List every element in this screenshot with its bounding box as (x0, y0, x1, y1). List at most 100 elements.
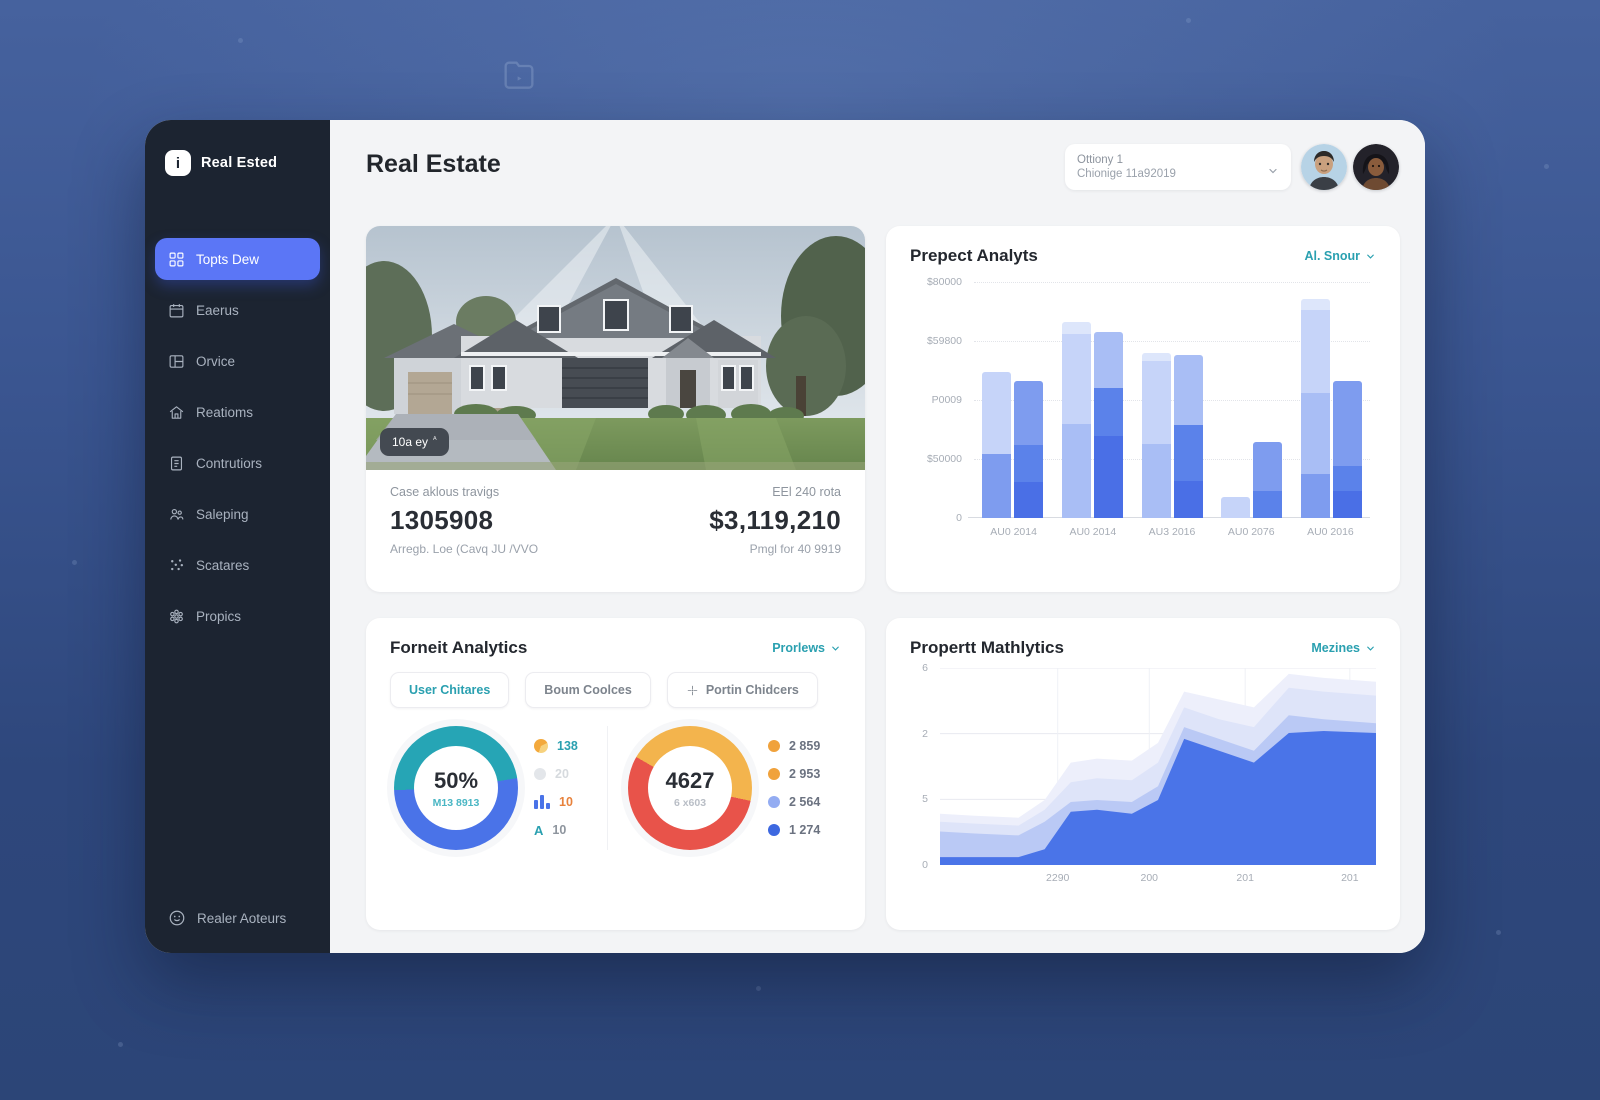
sidebar-item-saleping[interactable]: Saleping (155, 493, 320, 535)
bar-groups (974, 282, 1370, 518)
y-tick-label: $50000 (926, 453, 962, 465)
bg-dot (1186, 18, 1191, 23)
scatter-icon (171, 558, 184, 570)
legend-item: 1 274 (768, 823, 820, 837)
document-icon (170, 456, 183, 470)
sidebar-item-label: Scatares (196, 557, 250, 573)
chevron-down-icon (1367, 254, 1374, 259)
sidebar: i Real Ested Topts Dew Eaerus Orvice Reatio… (145, 120, 330, 953)
sidebar-nav: Topts Dew Eaerus Orvice Reatioms Contrutiors… (155, 238, 320, 646)
stat-left-sub: Arregb. Loe (Cavq JU /VVO (390, 542, 539, 556)
donut1-center-value: 50% (433, 767, 479, 793)
donut-chart-2: 4627 6 x603 (628, 726, 752, 850)
sidebar-item-label: Realer Aoteurs (197, 910, 287, 926)
funnel-card-dropdown[interactable]: Prorlews (772, 641, 841, 655)
property-photo: 10a ey ᴬ (366, 226, 865, 470)
bg-dot (756, 986, 761, 991)
stacked-bar (1173, 355, 1203, 518)
home-icon (169, 405, 184, 419)
sidebar-item-scatares[interactable]: Scatares (155, 544, 320, 586)
donut-panel-1: 50% M13 8913 138 20 10 A 10 (390, 726, 607, 850)
legend-value: 2 953 (789, 767, 821, 781)
company-selector[interactable]: Ottiony 1 Chionige 11a92019 (1065, 144, 1291, 190)
avatar[interactable] (1353, 144, 1399, 190)
sidebar-item-contrutiors[interactable]: Contrutiors (155, 442, 320, 484)
tab-portin-chidcers[interactable]: Portin Chidcers (666, 672, 818, 708)
x-tick-label: 200 (1140, 872, 1159, 884)
logo-text: Real Ested (201, 155, 278, 171)
donut2-center-value: 4627 (665, 767, 715, 793)
bar-segment (1141, 443, 1171, 518)
avatar[interactable] (1301, 144, 1347, 190)
bar-segment (1301, 474, 1330, 518)
sidebar-item-eaerus[interactable]: Eaerus (155, 289, 320, 331)
company-selector-text: Ottiony 1 Chionige 11a92019 (1077, 154, 1263, 180)
bar-chart-plot (968, 282, 1370, 518)
donut1-center-sub: M13 8913 (432, 796, 480, 809)
x-tick-label: 201 (1341, 872, 1359, 884)
chevron-down-icon (832, 646, 839, 651)
bar-segment (1093, 387, 1123, 436)
dot-swatch-icon (768, 824, 780, 836)
donut-chart-1: 50% M13 8913 (394, 726, 518, 850)
bar-segment (1141, 352, 1171, 362)
selector-line1: Ottiony 1 (1077, 154, 1124, 166)
y-tick-label: 6 (922, 662, 928, 674)
area-chart-plot (940, 668, 1376, 865)
bar-segment (1173, 480, 1203, 518)
bar-group (982, 282, 1043, 518)
tab-label: User Chitares (409, 683, 491, 697)
stacked-bar (1061, 322, 1091, 518)
bar-chart: $80000 $59800 P0009 $50000 0 AU0 2014 AU0 201… (910, 276, 1376, 558)
sidebar-item-label: Contrutiors (196, 455, 263, 471)
bar-group (1061, 282, 1123, 518)
layout-icon (169, 354, 184, 368)
selector-line2: Chionige 11a92019 (1077, 168, 1176, 180)
photo-badge-sup: ᴬ (433, 434, 437, 444)
donut-zone: 50% M13 8913 138 20 10 A 10 4627 6 x603 2 85… (390, 726, 841, 850)
tab-user-chitares[interactable]: User Chitares (390, 672, 510, 708)
area-chart-y-axis: 6 2 5 0 (910, 662, 934, 871)
bar-segment (1173, 425, 1203, 481)
area-chart-title: Propertt Mathlytics (910, 638, 1064, 657)
sidebar-item-propics[interactable]: Propics (155, 595, 320, 637)
stat-left-label: Case aklous travigs (390, 485, 500, 499)
stacked-bar (1253, 442, 1283, 518)
photo-badge[interactable]: 10a ey ᴬ (380, 428, 449, 456)
bar-chart-dropdown[interactable]: Al. Snour (1304, 249, 1376, 263)
chevron-down-icon (1267, 164, 1279, 182)
bg-dot (1544, 164, 1549, 169)
bar-segment (1253, 442, 1283, 491)
sidebar-item-reatioms[interactable]: Reatioms (155, 391, 320, 433)
sidebar-item-orvice[interactable]: Orvice (155, 340, 320, 382)
donut1-legend: 138 20 10 A 10 (534, 738, 578, 838)
bar-segment (1253, 490, 1283, 518)
bars-swatch-icon (534, 794, 550, 809)
calendar-icon (169, 303, 184, 317)
bg-dot (72, 560, 77, 565)
gridline (974, 282, 1370, 283)
gridline (974, 459, 1370, 460)
area-chart-x-axis: 2290 200 201 201 (940, 872, 1376, 888)
y-tick-label: $80000 (926, 276, 962, 288)
logo-icon: i (165, 150, 191, 176)
tab-label: Portin Chidcers (705, 683, 799, 697)
stat-right: EEl 240 rota $3,119,210 Pmgl for 40 9919 (709, 485, 841, 556)
area-chart-dropdown[interactable]: Mezines (1311, 641, 1376, 655)
dot-swatch-icon (768, 796, 780, 808)
bar-segment (1333, 381, 1362, 466)
flower-icon (170, 609, 183, 623)
bar-segment (1333, 490, 1362, 518)
bar-segment (1221, 496, 1251, 518)
sidebar-item-realer-aoteurs[interactable]: Realer Aoteurs (168, 909, 286, 927)
bar-chart-title: Prepect Analyts (910, 246, 1038, 265)
bar-segment (1093, 435, 1123, 518)
stacked-bar (982, 371, 1011, 518)
area-chart-card: Propertt Mathlytics Mezines 6 2 5 0 2290 200… (886, 618, 1400, 930)
bar-group (1141, 282, 1203, 518)
legend-value: 2 564 (789, 795, 821, 809)
page-title: Real Estate (366, 150, 501, 178)
tab-boum-coolces[interactable]: Boum Coolces (525, 672, 651, 708)
sidebar-item-topts-dew[interactable]: Topts Dew (155, 238, 320, 280)
legend-value: 1 274 (789, 823, 821, 837)
